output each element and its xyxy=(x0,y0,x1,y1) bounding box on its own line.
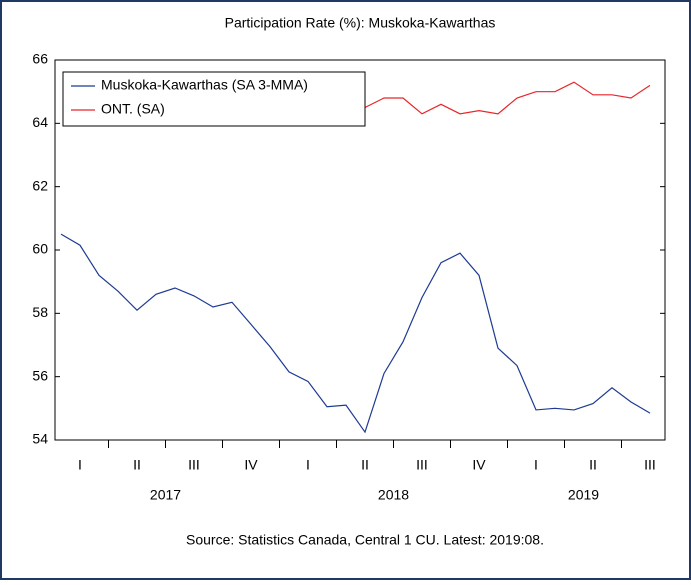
year-label: 2017 xyxy=(150,487,181,503)
y-tick-label: 60 xyxy=(32,241,48,257)
y-tick-label: 54 xyxy=(32,431,48,447)
x-tick-label: I xyxy=(306,457,310,473)
x-tick-label: I xyxy=(78,457,82,473)
year-label: 2019 xyxy=(568,487,599,503)
series-line xyxy=(60,233,651,434)
x-tick-label: II xyxy=(361,457,369,473)
legend-box xyxy=(62,71,366,127)
series-line xyxy=(364,81,651,115)
legend-label: ONT. (SA) xyxy=(101,101,165,117)
year-label: 2018 xyxy=(378,487,409,503)
x-tick-label: III xyxy=(644,457,656,473)
legend-label: Muskoka-Kawarthas (SA 3-MMA) xyxy=(101,77,308,93)
y-tick-label: 56 xyxy=(32,367,48,383)
x-tick-label: I xyxy=(534,457,538,473)
x-tick-label: II xyxy=(133,457,141,473)
x-tick-label: IV xyxy=(472,457,486,473)
y-tick-label: 64 xyxy=(32,114,48,130)
y-tick-label: 58 xyxy=(32,304,48,320)
x-tick-label: IV xyxy=(244,457,258,473)
y-tick-label: 62 xyxy=(32,177,48,193)
y-tick-label: 66 xyxy=(32,51,48,67)
x-tick-label: II xyxy=(589,457,597,473)
chart-title: Participation Rate (%): Muskoka-Kawartha… xyxy=(225,15,496,31)
x-tick-label: III xyxy=(188,457,200,473)
source-note: Source: Statistics Canada, Central 1 CU.… xyxy=(186,532,544,548)
x-tick-label: III xyxy=(416,457,428,473)
